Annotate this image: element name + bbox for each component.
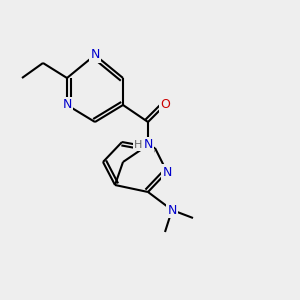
Text: N: N [62, 98, 72, 112]
Text: O: O [160, 98, 170, 112]
Text: N: N [90, 49, 100, 62]
Text: N: N [167, 203, 177, 217]
Text: H: H [134, 140, 142, 150]
Text: N: N [143, 139, 153, 152]
Text: N: N [162, 166, 172, 178]
